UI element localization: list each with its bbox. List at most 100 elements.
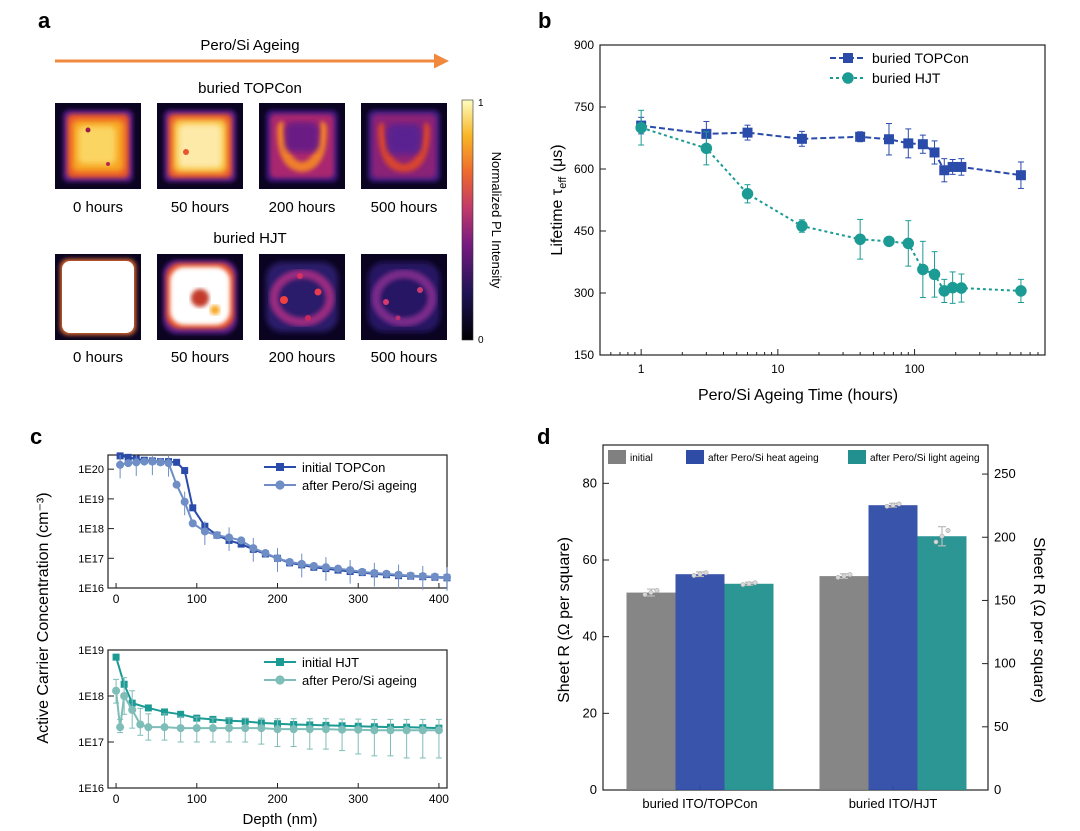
b-data-point	[635, 121, 647, 134]
c-xtick-label: 100	[187, 792, 207, 806]
c-data-point	[176, 724, 185, 733]
b-legend-label: buried TOPCon	[872, 50, 969, 66]
d-legend-label: after Pero/Si light ageing	[870, 453, 980, 464]
d-sample-point	[890, 502, 896, 508]
c-data-point	[161, 708, 168, 716]
b-data-point	[929, 147, 940, 158]
c-data-point	[225, 533, 234, 542]
c-data-point	[144, 723, 153, 732]
panel-c-letter: c	[30, 424, 42, 449]
c-data-point	[120, 691, 129, 701]
c-ylabel: Active Carrier Concentration (cm⁻³)	[35, 492, 52, 743]
b-legend-marker	[842, 72, 854, 84]
d-ytick-right-label: 150	[994, 592, 1016, 607]
image-label: 500 hours	[371, 199, 438, 216]
b-data-point	[955, 282, 968, 294]
ageing-arrow-label: Pero/Si Ageing	[200, 37, 299, 54]
c-data-point	[430, 572, 439, 581]
c-data-point	[208, 724, 217, 733]
c-data-point	[200, 527, 209, 536]
c-data-point	[305, 725, 314, 734]
c-series-line	[115, 656, 439, 730]
c-legend-label: after Pero/Si ageing	[302, 673, 417, 688]
b-ytick-label: 750	[574, 100, 594, 114]
c-data-point	[338, 725, 347, 734]
d-sample-point	[752, 580, 758, 586]
c-xlabel: Depth (nm)	[242, 811, 317, 828]
c-data-point	[112, 686, 121, 695]
c-data-point	[180, 497, 189, 506]
pl-image-topcon-200h	[259, 103, 345, 189]
d-legend-label: after Pero/Si heat ageing	[708, 453, 819, 464]
b-data-point	[903, 138, 914, 149]
image-label: 200 hours	[269, 349, 336, 366]
b-data-point	[902, 237, 915, 250]
b-data-point	[883, 235, 895, 248]
b-data-point	[1015, 285, 1027, 297]
d-category-label: buried ITO/HJT	[849, 796, 938, 811]
c-xtick-label: 400	[429, 792, 449, 806]
d-sample-point	[642, 592, 648, 598]
c-data-point	[136, 720, 145, 729]
d-sample-point	[847, 572, 853, 578]
d-bar	[675, 574, 725, 790]
colorbar	[461, 99, 474, 341]
d-ytick-right-label: 200	[994, 529, 1016, 544]
d-ytick-right-label: 0	[994, 782, 1001, 797]
image-label: 0 hours	[73, 199, 123, 216]
c-legend-label: initial HJT	[302, 655, 359, 670]
b-data-point	[947, 161, 958, 172]
b-series-line	[640, 126, 1021, 293]
panel-b-chart: b Lifetime τeff (μs) Pero/Si Ageing Time…	[538, 8, 1046, 404]
d-ytick-left-label: 80	[583, 475, 597, 490]
d-sample-point	[945, 528, 951, 533]
c-data-point	[442, 573, 452, 582]
c-data-point	[177, 710, 185, 718]
d-ytick-right-label: 250	[994, 466, 1016, 481]
d-sample-point	[740, 582, 746, 588]
c-data-point	[132, 458, 141, 467]
d-sample-point	[746, 581, 752, 587]
b-data-point	[928, 268, 941, 281]
c-ytick-label: 1E19	[78, 494, 104, 506]
d-bar	[819, 576, 869, 790]
c-data-point	[140, 457, 149, 466]
c-legend-label: initial TOPCon	[302, 460, 385, 475]
c-data-point	[418, 572, 427, 581]
c-data-point	[249, 544, 258, 553]
d-sample-point	[939, 533, 945, 539]
c-ytick-label: 1E17	[78, 553, 104, 565]
c-data-point	[144, 704, 152, 712]
c-data-point	[164, 459, 173, 468]
c-data-point	[225, 724, 234, 733]
panel-a-letter: a	[38, 8, 51, 33]
b-data-point	[854, 233, 866, 246]
b-xtick-label: 10	[771, 362, 785, 376]
d-sample-point	[933, 539, 939, 545]
c-data-point	[189, 504, 197, 512]
c-legend-marker	[275, 480, 285, 490]
c-xtick-label: 300	[348, 592, 368, 606]
b-ytick-label: 150	[574, 348, 594, 362]
d-legend-swatch	[608, 450, 626, 464]
c-legend-marker	[276, 658, 284, 666]
d-sample-point	[691, 573, 697, 579]
d-sample-point	[654, 588, 660, 593]
d-legend-label: initial	[630, 453, 653, 464]
d-sample-point	[841, 573, 847, 579]
d-plot-frame	[602, 444, 989, 791]
c-data-point	[370, 568, 379, 578]
colorbar-label: Normalized PL Intensity	[489, 152, 504, 289]
topcon-group-title: buried TOPCon	[198, 80, 302, 97]
b-data-point	[917, 263, 929, 276]
c-data-point	[128, 705, 137, 714]
b-data-point	[917, 139, 928, 150]
pl-image-hjt-500h	[361, 254, 447, 340]
c-ytick-label: 1E18	[78, 691, 104, 703]
b-ytick-label: 900	[574, 38, 594, 52]
b-legend-marker	[843, 53, 853, 63]
c-data-point	[370, 726, 379, 735]
c-data-point	[418, 726, 427, 735]
c-ytick-label: 1E16	[78, 783, 104, 795]
